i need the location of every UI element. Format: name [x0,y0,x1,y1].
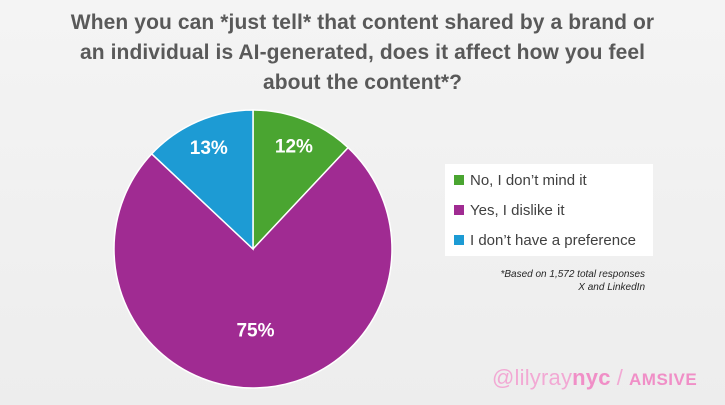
legend-item-no-preference: I don’t have a preference [454,230,636,250]
legend: No, I don’t mind it Yes, I dislike it I … [445,164,653,256]
legend-swatch-dislike [454,205,464,215]
credit-handle-part-1: @lilyray [492,365,573,390]
chart-title-line-3: about the content*? [262,71,463,94]
author-credit: @lilyraynyc / AMSIVE [492,365,697,391]
chart-title-line-2: an individual is AI-generated, does it a… [79,41,646,64]
pie-slice-no-preference [150,109,254,251]
legend-swatch-no-preference [454,235,464,245]
legend-label-no-mind: No, I don’t mind it [470,171,587,189]
legend-item-no-mind: No, I don’t mind it [454,170,587,190]
credit-separator: / [616,365,623,390]
credit-handle-part-2: nyc [572,365,611,390]
legend-label-dislike: Yes, I dislike it [470,201,565,219]
legend-item-dislike: Yes, I dislike it [454,200,565,220]
legend-label-no-preference: I don’t have a preference [470,231,636,249]
chart-title: When you can *just tell* that content sh… [40,8,685,98]
footnote-line-2: X and LinkedIn [578,282,645,293]
pie-label-dislike: 75% [236,321,274,342]
footnote-line-1: *Based on 1,572 total responses [500,269,645,280]
pie-slice-dislike [113,146,393,389]
pie-label-no-mind: 12% [275,137,313,158]
chart-title-line-1: When you can *just tell* that content sh… [70,11,655,34]
legend-swatch-no-mind [454,175,464,185]
footnote: *Based on 1,572 total responses X and Li… [440,268,645,294]
pie-label-no-preference: 13% [190,138,228,159]
brand-logo: AMSIVE [629,370,698,389]
pie-slice-no-mind [252,109,350,251]
